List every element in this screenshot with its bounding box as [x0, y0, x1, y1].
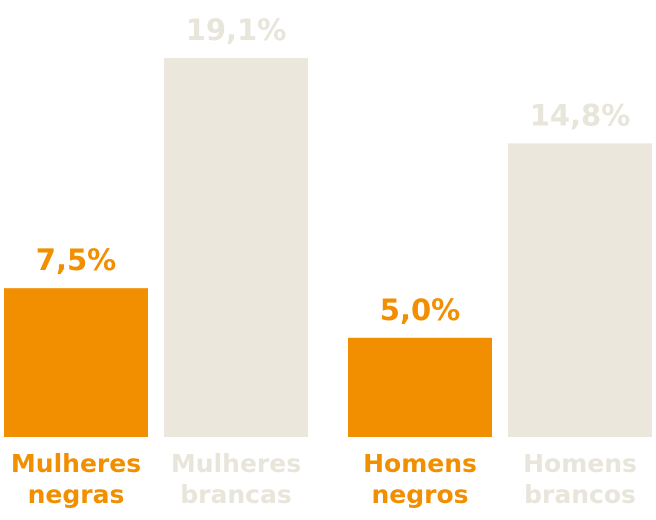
category-label-3-line-1: brancos [524, 480, 636, 509]
category-label-0-line-0: Mulheres [11, 449, 141, 478]
value-label-3: 14,8% [530, 98, 631, 132]
category-label-1-line-1: brancas [180, 480, 291, 509]
category-label-2-line-1: negros [371, 480, 468, 509]
category-label-0-line-1: negras [28, 480, 125, 509]
category-label-1-line-0: Mulheres [171, 449, 301, 478]
value-label-2: 5,0% [380, 293, 460, 327]
value-label-0: 7,5% [36, 243, 116, 277]
category-label-2-line-0: Homens [363, 449, 477, 478]
bar-1 [164, 58, 308, 437]
bar-0 [4, 288, 148, 437]
bar-3 [508, 143, 652, 438]
bar-2 [348, 337, 492, 437]
category-label-3-line-0: Homens [523, 449, 637, 478]
value-label-1: 19,1% [186, 13, 287, 47]
